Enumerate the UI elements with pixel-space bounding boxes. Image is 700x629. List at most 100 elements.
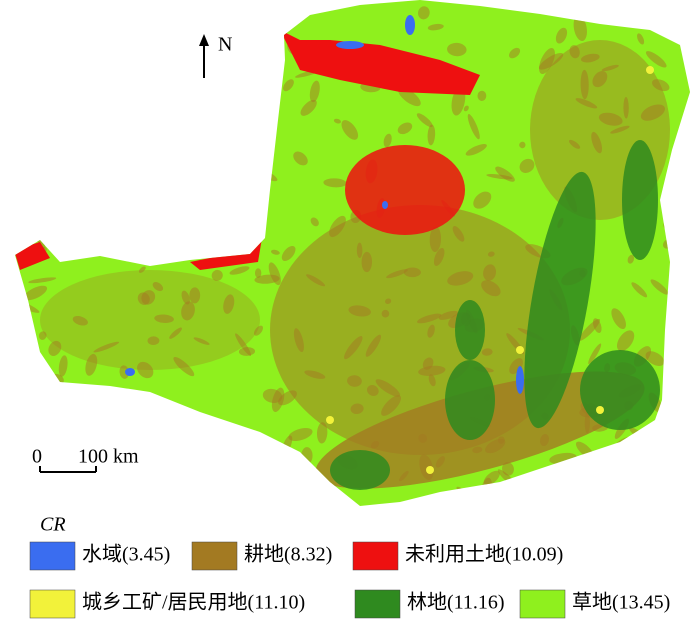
cropland-patch [381,395,402,416]
cropland-patch [435,456,445,468]
settlement [646,66,654,74]
cropland-patch [268,109,278,119]
cropland-patch [85,353,98,376]
cropland-patch [473,191,492,209]
cropland-patch [483,264,497,281]
cropland-patch [224,64,237,78]
water-body [516,366,524,394]
cropland-patch [173,356,195,377]
cropland-patch [569,139,581,149]
cropland-patch [138,266,146,273]
cropland-patch [219,197,228,206]
cropland-patch [23,285,48,301]
cropland-patch [223,294,235,314]
cropland-patch [141,290,156,305]
cropland-patch [38,331,47,340]
cropland-patch [301,447,313,465]
cropland-patch [270,10,284,22]
cropland-patch [637,33,645,45]
cropland-patch [271,387,285,412]
cropland-patch [316,422,328,444]
cropland-patch [120,205,129,228]
cropland-patch [523,474,531,481]
cropland-patch [238,347,256,356]
cropland-patch [293,328,304,353]
cropland-zone [40,270,260,370]
legend-label: 城乡工矿/居民用地(11.10) [82,591,305,614]
cropland-patch [652,79,670,92]
land-cover-map [15,0,690,506]
settlement [326,416,334,424]
cropland-patch [15,306,27,319]
cropland-patch [209,213,224,227]
cropland-patch [249,41,263,56]
forest-patch [524,171,596,429]
cropland-patch [111,119,139,128]
cropland-patch [211,269,223,281]
legend-label: 水域(3.45) [82,543,170,566]
cropland-patch [16,7,29,19]
cropland-patch [418,433,428,443]
cropland-patch [427,324,435,338]
cropland-patch [370,441,380,449]
cropland-patch [581,53,600,63]
cropland-patch [238,102,252,120]
cropland-patch [288,428,313,441]
settlement [516,346,524,354]
cropland-patch [350,403,364,414]
water-body [405,15,415,35]
cropland-patch [575,98,598,109]
cropland-patch [650,279,669,295]
cropland-patch [569,45,580,59]
cropland-patch [348,305,371,317]
cropland-patch [465,144,487,156]
cropland-patch [15,455,25,467]
cropland-patch [41,4,68,18]
cropland-patch [519,141,526,149]
cropland-patch [438,310,459,320]
cropland-patch [341,120,359,140]
cropland-patch [467,114,480,140]
cropland-patch [544,486,563,502]
cropland-patch [104,61,115,74]
cropland-patch [592,71,608,88]
unused-land [280,30,480,95]
cropland-patch [121,413,134,436]
cropland-patch [323,178,347,188]
forest-patch [330,450,390,490]
cropland-patch [193,337,210,345]
cropland-patch [598,112,623,126]
water-body [336,41,364,49]
unused-land [345,145,465,235]
cropland-patch [86,407,99,418]
cropland-patch [40,217,52,240]
scale-end: 100 km [78,446,139,468]
cropland-patch [181,290,190,305]
cropland-patch [472,446,483,454]
cropland-patch [422,357,434,370]
cropland-patch [44,230,59,247]
cropland-patch [181,428,193,456]
settlement [426,466,434,474]
cropland-patch [519,158,535,173]
cropland-patch [623,6,633,15]
cropland-patch [125,202,134,216]
cropland-patch [487,251,495,257]
cropland-patch [333,118,341,124]
cropland-patch [71,32,87,45]
cropland-patch [36,117,54,130]
cropland-patch [26,377,47,390]
cropland-patch [403,267,421,278]
cropland-patch [452,226,465,242]
cropland-patch [232,105,239,113]
cropland-patch [48,114,73,132]
cropland-patch [333,493,342,501]
cropland-patch [604,466,622,480]
water-body [382,201,388,209]
scale-bar: 0 100 km [32,446,139,473]
cropland-patch [416,313,442,324]
cropland-patch [647,440,659,465]
forest-patch [580,350,660,430]
cropland-patch [109,194,125,204]
